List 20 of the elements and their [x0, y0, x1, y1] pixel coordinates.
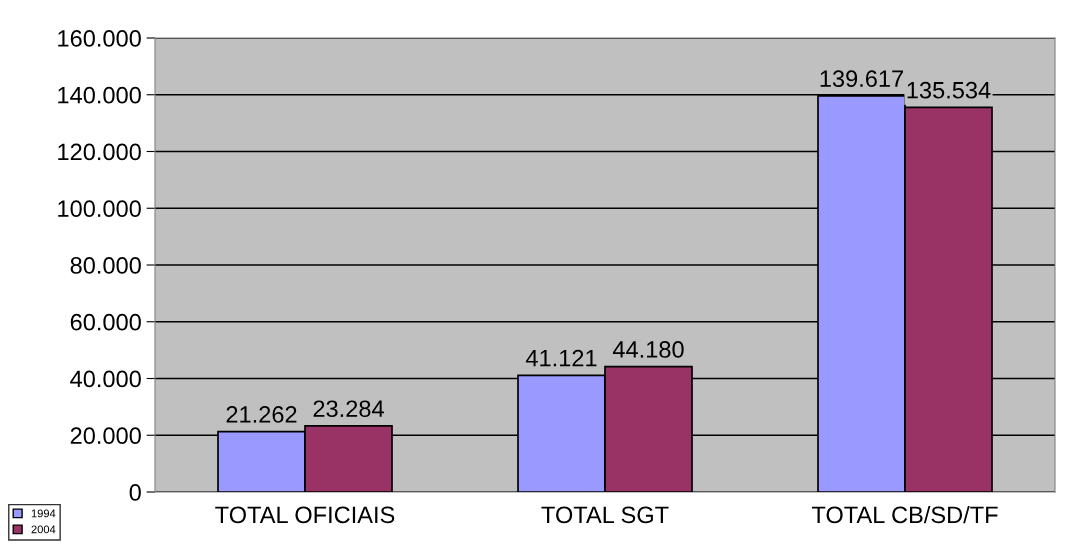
y-tick-label: 140.000 — [58, 86, 141, 104]
x-tick-label: TOTAL CB/SD/TF — [811, 505, 998, 524]
data-label: 21.262 — [226, 406, 297, 423]
data-label: 44.180 — [612, 341, 684, 358]
legend-label: 1994 — [31, 509, 56, 518]
y-tick-label: 40.000 — [70, 370, 141, 388]
y-tick-label: 120.000 — [58, 143, 141, 161]
data-label: 139.617 — [820, 70, 903, 87]
y-tick-label: 160.000 — [58, 30, 141, 47]
x-tick-label: TOTAL OFICIAIS — [215, 506, 395, 524]
y-tick-label: 0 — [129, 484, 141, 501]
y-tick-label: 80.000 — [70, 257, 141, 274]
x-tick-label: TOTAL SGT — [541, 506, 669, 524]
y-tick-label: 100.000 — [58, 200, 141, 218]
y-tick-label: 20.000 — [70, 427, 141, 445]
legend-label: 2004 — [31, 525, 56, 534]
data-label: 135.534 — [907, 81, 991, 99]
data-label: 23.284 — [313, 400, 384, 418]
y-tick-label: 60.000 — [70, 313, 141, 331]
data-label: 41.121 — [525, 349, 597, 367]
